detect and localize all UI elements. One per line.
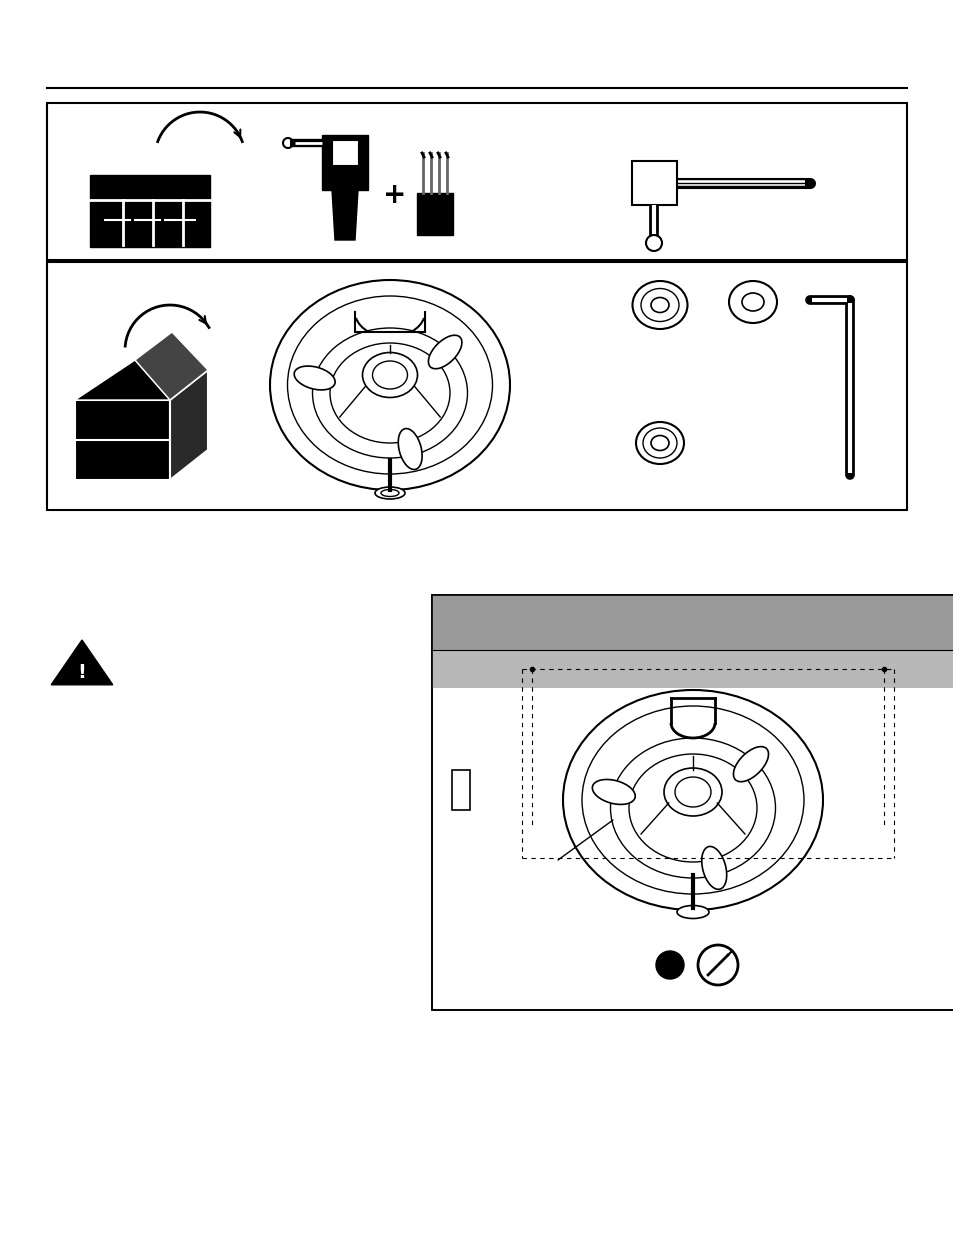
Bar bbox=[432, 650, 953, 688]
Text: +: + bbox=[383, 182, 406, 209]
Ellipse shape bbox=[397, 429, 421, 469]
Ellipse shape bbox=[628, 755, 757, 862]
Ellipse shape bbox=[270, 280, 510, 490]
Ellipse shape bbox=[675, 777, 710, 806]
Ellipse shape bbox=[581, 706, 803, 894]
Bar bbox=[631, 161, 677, 205]
Bar bbox=[416, 193, 453, 235]
Circle shape bbox=[656, 951, 683, 979]
Bar bbox=[47, 103, 906, 261]
Polygon shape bbox=[322, 135, 368, 190]
Ellipse shape bbox=[592, 779, 635, 804]
Polygon shape bbox=[170, 370, 208, 480]
Bar bbox=[47, 262, 906, 510]
Circle shape bbox=[645, 235, 661, 251]
Ellipse shape bbox=[741, 293, 763, 311]
Ellipse shape bbox=[294, 366, 335, 390]
Ellipse shape bbox=[313, 329, 467, 458]
Ellipse shape bbox=[632, 282, 687, 329]
Bar bbox=[452, 769, 470, 810]
Ellipse shape bbox=[733, 747, 768, 782]
Ellipse shape bbox=[380, 489, 398, 496]
Circle shape bbox=[283, 138, 293, 148]
Ellipse shape bbox=[362, 352, 417, 398]
Ellipse shape bbox=[650, 298, 668, 312]
Text: !: ! bbox=[77, 663, 87, 682]
Ellipse shape bbox=[562, 690, 822, 910]
Ellipse shape bbox=[728, 282, 776, 324]
Polygon shape bbox=[90, 175, 210, 247]
Polygon shape bbox=[332, 190, 357, 240]
Circle shape bbox=[698, 945, 738, 986]
Ellipse shape bbox=[701, 846, 726, 889]
Ellipse shape bbox=[287, 296, 492, 474]
Polygon shape bbox=[75, 359, 170, 400]
Ellipse shape bbox=[663, 768, 721, 816]
Bar bbox=[432, 595, 953, 650]
Ellipse shape bbox=[636, 422, 683, 464]
Ellipse shape bbox=[677, 905, 708, 919]
Ellipse shape bbox=[428, 335, 461, 369]
Polygon shape bbox=[75, 400, 170, 480]
Bar bbox=[432, 595, 953, 1010]
Ellipse shape bbox=[650, 436, 668, 451]
Polygon shape bbox=[51, 640, 112, 684]
Ellipse shape bbox=[640, 289, 679, 321]
Polygon shape bbox=[135, 332, 208, 400]
Ellipse shape bbox=[642, 429, 677, 458]
Ellipse shape bbox=[375, 487, 405, 499]
Polygon shape bbox=[332, 140, 357, 165]
Ellipse shape bbox=[610, 739, 775, 878]
Ellipse shape bbox=[330, 343, 450, 443]
Bar bbox=[432, 595, 953, 1010]
Ellipse shape bbox=[372, 361, 407, 389]
